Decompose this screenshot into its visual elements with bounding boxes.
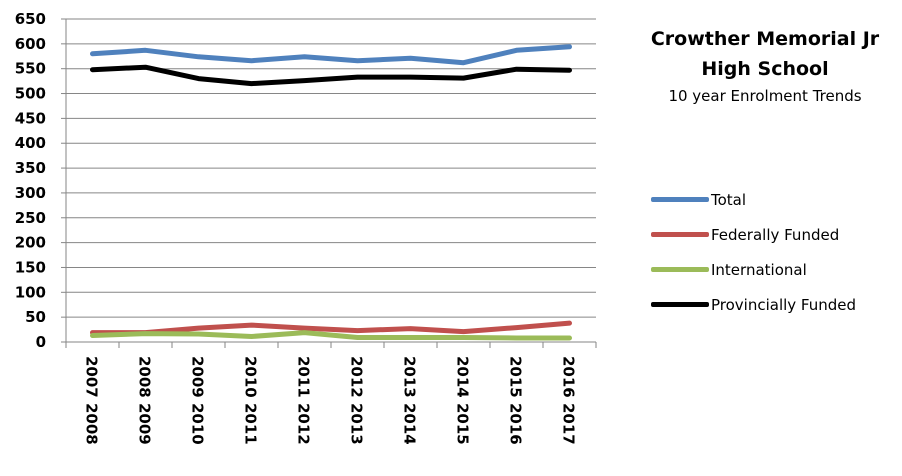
x-tick-label: 2016 2017 [560, 356, 578, 445]
series-line-total [90, 44, 572, 66]
x-tick-label: 2012 2013 [348, 356, 366, 445]
axes [61, 18, 597, 348]
x-axis-tick-labels: 2007 2008 2008 2009 2009 2010 2010 2011 2011… [83, 356, 578, 445]
x-tick-label: 2011 2012 [295, 356, 313, 445]
x-tick-label: 2008 2009 [136, 356, 154, 445]
series-line-provincially-funded [90, 64, 572, 87]
y-tick-label: 100 [15, 283, 46, 301]
legend-label: International [711, 260, 807, 279]
x-tick-label: 2014 2015 [454, 356, 472, 445]
y-tick-label: 350 [15, 159, 46, 177]
legend-swatch [651, 232, 709, 237]
y-tick-label: 0 [36, 333, 46, 351]
legend-item: Federally Funded [651, 217, 856, 252]
legend-label: Total [711, 190, 747, 209]
y-tick-label: 650 [15, 10, 46, 28]
legend-swatch [651, 267, 709, 272]
y-tick-label: 450 [15, 109, 46, 127]
y-tick-label: 150 [15, 258, 46, 276]
chart-title: Crowther Memorial Jr High School [650, 28, 880, 80]
y-tick-label: 500 [15, 85, 46, 103]
legend-item: International [651, 252, 856, 287]
x-tick-label: 2010 2011 [242, 356, 260, 445]
y-axis-tick-labels: 0 50 100 150 200 250 300 350 400 450 500 550 600 650 [15, 10, 46, 351]
series-line-federally-funded [90, 320, 572, 336]
x-tick-label: 2009 2010 [189, 356, 207, 445]
legend: Total Federally Funded International Provin… [651, 182, 856, 322]
chart-title-block: Crowther Memorial Jr High School 10 year… [640, 24, 890, 109]
chart-subtitle: 10 year Enrolment Trends [668, 87, 862, 105]
y-tick-label: 300 [15, 184, 46, 202]
y-tick-label: 600 [15, 35, 46, 53]
y-tick-label: 400 [15, 134, 46, 152]
series-line-international [90, 330, 572, 341]
legend-label: Federally Funded [711, 225, 840, 244]
y-tick-label: 550 [15, 60, 46, 78]
legend-item: Provincially Funded [651, 287, 856, 322]
y-tick-label: 250 [15, 209, 46, 227]
x-tick-label: 2007 2008 [83, 356, 101, 445]
legend-swatch [651, 302, 709, 307]
x-tick-label: 2013 2014 [401, 356, 419, 445]
y-tick-label: 200 [15, 234, 46, 252]
legend-label: Provincially Funded [711, 295, 857, 314]
legend-item: Total [651, 182, 856, 217]
y-tick-label: 50 [25, 308, 46, 326]
series-lines [90, 44, 572, 341]
legend-swatch [651, 197, 709, 202]
x-tick-label: 2015 2016 [507, 356, 525, 445]
